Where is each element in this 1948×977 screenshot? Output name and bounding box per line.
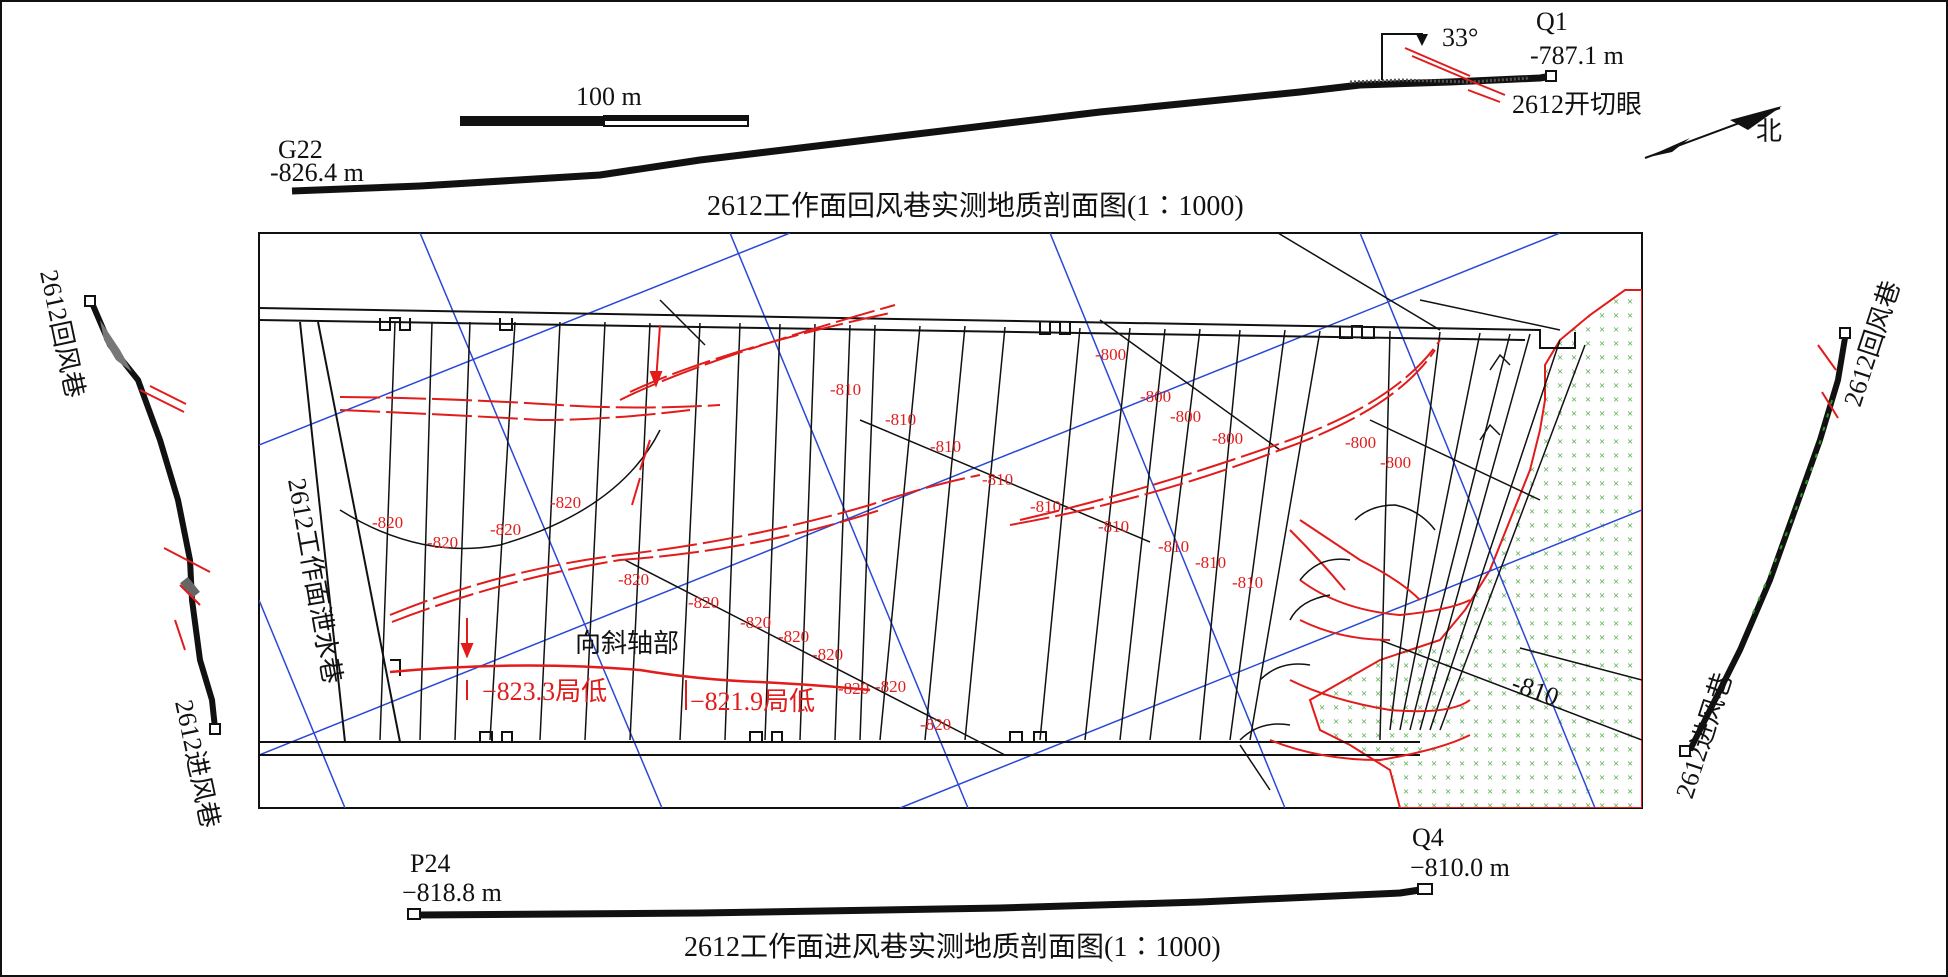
bottom-start-marker [407,908,421,920]
contour-label: -820 [427,533,458,552]
contour-label: -800 [1170,407,1201,426]
contour-label: -820 [778,627,809,646]
bottom-start-elevation: −818.8 m [402,878,502,907]
contour-label: -810 [1158,537,1189,556]
right-section: 2612回风巷 2612进风巷 [1670,277,1906,802]
right-bottom-label: 2612进风巷 [1670,669,1738,802]
contour-label: -820 [740,613,771,632]
syncline-axis-label: 向斜轴部 [575,629,679,658]
top-end-point: Q1 [1536,7,1568,36]
low-point-2-label: −821.9局低 [690,687,815,716]
scale-bar-label: 100 m [576,82,642,111]
contour-label: -810 [982,470,1013,489]
plan-map: 2612工作面泄水巷 向斜轴部 −823.3局低 −821.9局低 -810 -… [258,232,1643,809]
top-caption: 2612工作面回风巷实测地质剖面图(1∶1000) [707,190,1244,222]
contour-label: -800 [1345,433,1376,452]
contour-labels-red: -810 -810 -810 -810 -810 -810 -810 -810 -810 -820… [372,380,1263,734]
contour-label: -820 [920,715,951,734]
roadways [259,307,1576,756]
bottom-section: P24 −818.8 m Q4 −810.0 m 2612工作面进风巷实测地质剖… [402,823,1510,963]
contour-label: -810 [1232,573,1263,592]
left-bottom-marker [209,723,221,735]
left-section: 2612回风巷 2612进风巷 [34,267,224,830]
dip-angle-label: 33° [1442,23,1478,52]
top-start-point: G22 [278,135,323,164]
left-top-label: 2612回风巷 [34,267,89,400]
left-top-marker [84,295,96,307]
contour-label: -800 [1140,387,1171,406]
north-arrow: 北 [1644,106,1782,159]
right-section-profile-line [1687,331,1849,752]
bottom-end-elevation: −810.0 m [1410,853,1510,882]
contour-label: -800 [1212,429,1243,448]
contour-label: -820 [688,593,719,612]
hachure-symbols [1239,353,1511,741]
top-section: G22 -826.4 m 33° Q1 -787.1 m 2612开切眼 261… [270,7,1782,222]
contour-label: -820 [812,645,843,664]
contour-label: -820 [490,520,521,539]
bottom-end-marker [1417,883,1433,895]
contour-label: -800 [1380,453,1411,472]
contour-label: -820 [618,570,649,589]
contour-label: -810 [1195,553,1226,572]
bottom-start-point: P24 [410,849,450,878]
contour-label: -800 [1095,345,1126,364]
contour-label: -820 [875,677,906,696]
contour-label: -810 [830,380,861,399]
contour-labels-black: -800-800-800-800 -800-800 [1095,345,1411,472]
contour-label: -820 [550,493,581,512]
scale-bar: 100 m [460,82,749,127]
contour-label: -810 [930,437,961,456]
top-section-end-marker [1545,70,1557,82]
left-section-profile-line [89,301,218,729]
low-point-1-label: −823.3局低 [482,677,607,706]
right-top-label: 2612回风巷 [1838,277,1906,410]
black-contours [339,233,1642,791]
contour-label: -820 [372,513,403,532]
top-section-rock-hatch [1349,76,1531,84]
bottom-section-profile-line [419,886,1421,919]
bottom-caption: 2612工作面进风巷实测地质剖面图(1∶1000) [684,931,1221,963]
fault-traces [339,304,1471,762]
contour-label: -820 [838,679,869,698]
north-label: 北 [1756,117,1782,146]
top-section-profile-line [291,72,1553,195]
right-top-marker [1839,327,1851,339]
right-bottom-marker [1679,745,1691,757]
intrusion-zone [1308,289,1642,808]
top-end-elevation: -787.1 m [1530,41,1624,70]
bottom-end-point: Q4 [1412,823,1444,852]
contour-label: -810 [885,410,916,429]
contour-label: -810 [1098,517,1129,536]
top-start-elevation: -826.4 m [270,158,364,187]
cut-eye-label: 2612开切眼 [1512,90,1642,119]
contour-label: -810 [1030,497,1061,516]
